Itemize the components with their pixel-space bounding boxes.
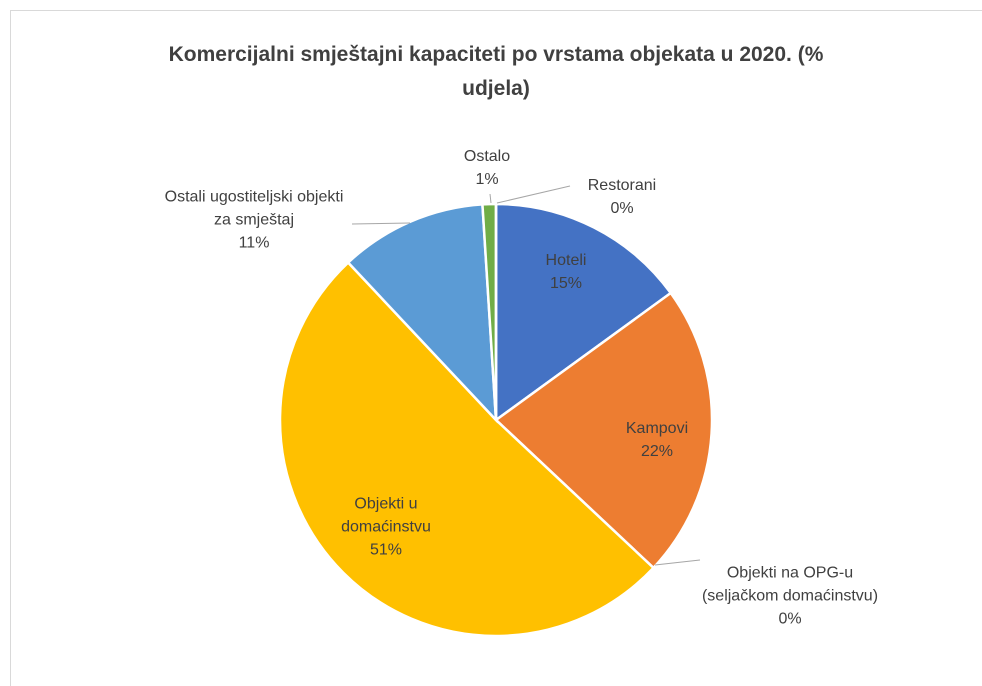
value-label: 51% (369, 541, 403, 559)
value-label: 1% (475, 171, 499, 188)
data-label: Ostalo 1% (447, 145, 527, 191)
leader-line (496, 185, 571, 204)
data-label: Objekti u domaćinstvu 51% (311, 493, 461, 562)
pie-slice (346, 203, 498, 424)
data-label: Hoteli 15% (516, 249, 616, 295)
leader-line (351, 222, 411, 225)
category-label: Ostali ugostiteljski objekti za smještaj (164, 188, 344, 229)
leader-line (654, 559, 701, 566)
category-label: Objekti u domaćinstvu (341, 495, 431, 536)
pie-slice (494, 202, 673, 423)
value-label: 0% (778, 610, 802, 628)
value-label: 0% (610, 200, 634, 217)
pie-slice (494, 291, 714, 570)
pie-slice (278, 260, 656, 638)
category-label: Objekti na OPG-u (seljačkom domaćinstvu) (701, 564, 879, 605)
data-label: Ostali ugostiteljski objekti za smještaj… (154, 186, 354, 255)
data-label: Kampovi 22% (607, 417, 707, 463)
leader-line (489, 193, 492, 204)
category-label: Restorani (587, 177, 657, 194)
chart-frame (10, 10, 982, 686)
category-label: Kampovi (625, 420, 689, 437)
category-label: Ostalo (463, 148, 511, 165)
category-label: Hoteli (545, 252, 587, 269)
value-label: 15% (549, 275, 583, 292)
data-label: Objekti na OPG-u (seljačkom domaćinstvu)… (700, 562, 880, 631)
value-label: 11% (238, 234, 270, 252)
data-label: Restorani 0% (572, 174, 672, 220)
chart-title: Komercijalni smještajni kapaciteti po vr… (168, 43, 824, 100)
value-label: 22% (640, 443, 674, 460)
